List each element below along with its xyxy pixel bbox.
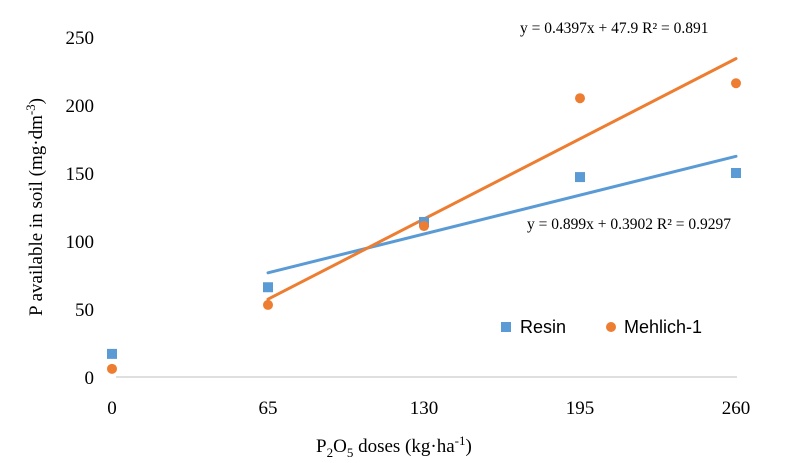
x-tick-label: 130: [410, 398, 439, 419]
point-resin: [263, 282, 273, 293]
trendlines: [266, 57, 738, 301]
point-mehlich-1: [731, 78, 741, 89]
legend: Resin Mehlich-1: [501, 317, 702, 337]
legend-resin-label: Resin: [520, 317, 566, 337]
x-axis-title: P2O5 doses (kg·ha-1): [316, 433, 472, 460]
y-tick-label: 50: [75, 300, 94, 321]
x-tick-label: 195: [566, 398, 595, 419]
y-tick-label: 200: [66, 96, 95, 117]
legend-mehlich-label: Mehlich-1: [624, 317, 702, 337]
data-points: [107, 78, 741, 374]
x-tick-labels: 0 65 130 195 260: [107, 398, 750, 419]
trendline-mehlich-1: [266, 57, 738, 301]
legend-resin-marker: [501, 322, 511, 332]
mehlich-equation: y = 0.4397x + 47.9 R² = 0.891: [520, 20, 708, 37]
x-tick-label: 260: [722, 398, 751, 419]
y-axis-title: P available in soil (mg·dm-3): [23, 98, 47, 316]
y-tick-label: 0: [85, 368, 95, 389]
point-mehlich-1: [419, 221, 429, 232]
point-resin: [731, 168, 741, 178]
y-tick-label: 250: [66, 28, 95, 49]
resin-equation: y = 0.899x + 0.3902 R² = 0.9297: [527, 216, 731, 233]
point-resin: [575, 172, 585, 183]
y-tick-labels: 0 50 100 150 200 250: [66, 28, 95, 389]
x-tick-label: 0: [107, 398, 117, 419]
y-tick-label: 100: [66, 232, 95, 253]
point-mehlich-1: [575, 93, 585, 104]
point-mehlich-1: [107, 363, 117, 374]
trendline-resin: [266, 154, 738, 275]
legend-mehlich-marker: [606, 322, 616, 332]
x-tick-label: 65: [259, 398, 278, 419]
y-tick-label: 150: [66, 164, 95, 185]
point-resin: [107, 348, 117, 359]
point-mehlich-1: [263, 299, 273, 310]
